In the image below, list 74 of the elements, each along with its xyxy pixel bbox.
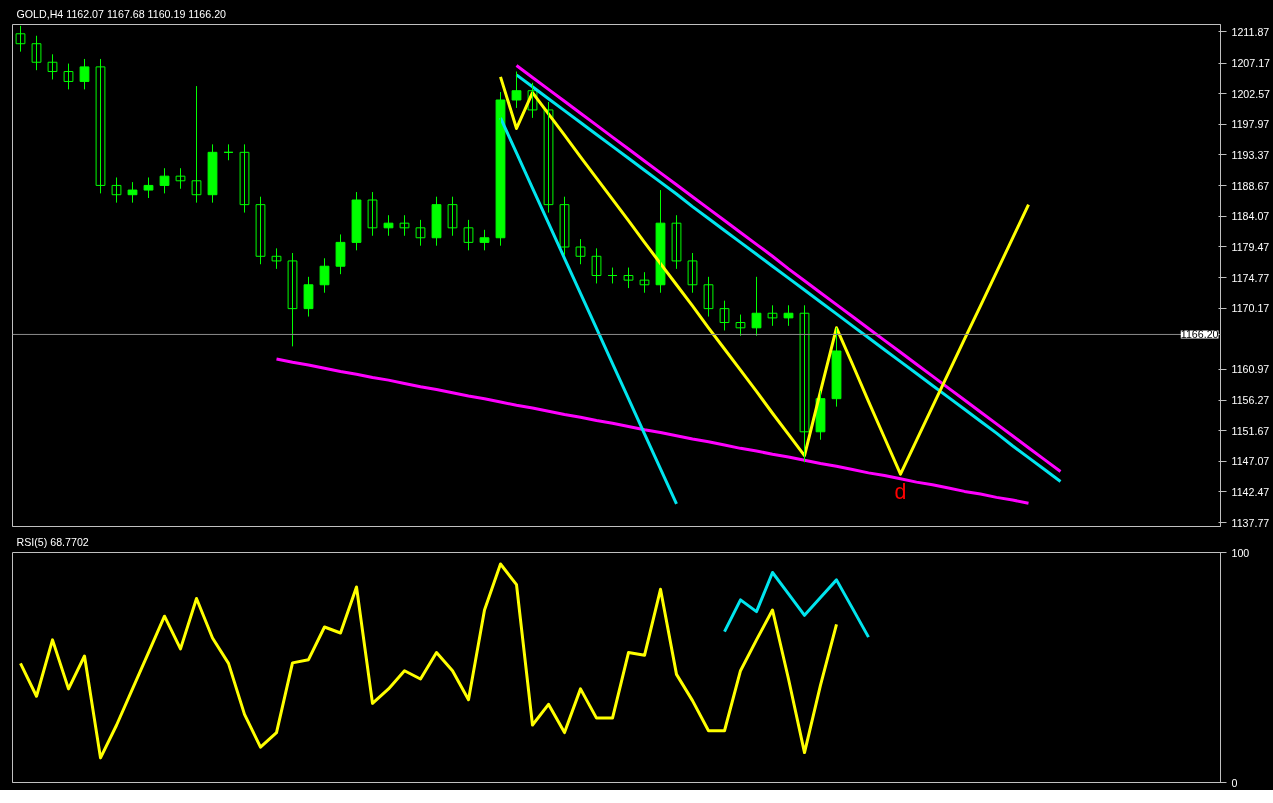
annotation: d: [894, 480, 907, 505]
candlestick: [63, 63, 74, 90]
candlestick: [591, 247, 602, 284]
candlestick: [207, 143, 218, 204]
chart-title: GOLD,H4 1162.07 1167.68 1160.19 1166.20: [16, 7, 227, 20]
candlestick: [143, 176, 154, 199]
y-tick-label: 0: [1231, 776, 1238, 789]
candlestick: [303, 276, 314, 318]
candlestick: [159, 167, 170, 194]
candlestick: [367, 191, 378, 237]
candlestick: [239, 143, 250, 214]
candlestick: [559, 196, 570, 256]
y-tick-label: 1184.07: [1231, 210, 1270, 223]
candlestick: [639, 271, 650, 294]
y-tick-label: 1156.27: [1231, 394, 1270, 407]
candlestick: [831, 327, 842, 408]
candlestick: [511, 71, 522, 109]
candlestick: [479, 229, 490, 251]
candlestick: [111, 176, 122, 204]
candlestick: [703, 276, 714, 318]
y-tick-label: 1137.77: [1231, 516, 1270, 529]
line-series: [723, 571, 870, 639]
y-tick-label: 1179.47: [1231, 240, 1270, 253]
chart-title: RSI(5) 68.7702: [16, 535, 89, 548]
candlestick: [175, 167, 186, 190]
y-tick-label: 1211.87: [1231, 25, 1270, 38]
ref-line-label: 1166.20: [1180, 328, 1219, 341]
candlestick: [735, 314, 746, 337]
candlestick: [655, 189, 666, 294]
candlestick: [719, 300, 730, 331]
candlestick: [783, 304, 794, 327]
line-series: [499, 116, 678, 506]
candlestick: [799, 304, 810, 463]
candlestick: [447, 196, 458, 237]
candlestick: [271, 247, 282, 270]
candlestick: [191, 85, 202, 204]
candlestick: [287, 252, 298, 347]
candlestick: [255, 196, 266, 265]
candlestick: [687, 252, 698, 294]
candlestick: [431, 196, 442, 247]
candlestick: [335, 233, 346, 275]
candlestick: [399, 214, 410, 237]
candlestick: [383, 214, 394, 237]
y-tick-label: 1188.67: [1231, 179, 1270, 192]
candlestick: [463, 219, 474, 251]
y-tick-label: 1142.47: [1231, 485, 1270, 498]
candlestick: [79, 58, 90, 90]
candlestick: [95, 58, 106, 194]
y-tick-label: 100: [1231, 546, 1250, 559]
y-tick-label: 1170.17: [1231, 302, 1270, 315]
y-tick-label: 1197.97: [1231, 118, 1270, 131]
candlestick: [415, 219, 426, 247]
candlestick: [543, 101, 554, 214]
line-series: [275, 357, 1030, 505]
candlestick: [351, 191, 362, 251]
y-tick-label: 1207.17: [1231, 57, 1271, 70]
line-series: [19, 562, 838, 760]
candlestick: [671, 214, 682, 270]
candlestick: [127, 181, 138, 204]
y-tick-label: 1202.57: [1231, 87, 1271, 100]
candlestick: [751, 276, 762, 337]
y-tick-label: 1151.67: [1231, 424, 1270, 437]
candlestick: [31, 35, 42, 71]
candlestick: [47, 53, 58, 80]
candlestick: [15, 25, 26, 53]
y-tick-label: 1160.97: [1231, 363, 1270, 376]
y-tick-label: 1174.77: [1231, 271, 1270, 284]
y-tick-label: 1147.07: [1231, 455, 1270, 468]
candlestick: [495, 91, 506, 247]
y-tick-label: 1193.37: [1231, 148, 1270, 161]
candlestick: [767, 304, 778, 327]
candlestick: [575, 238, 586, 265]
candlestick: [319, 257, 330, 294]
candlestick: [623, 267, 634, 289]
